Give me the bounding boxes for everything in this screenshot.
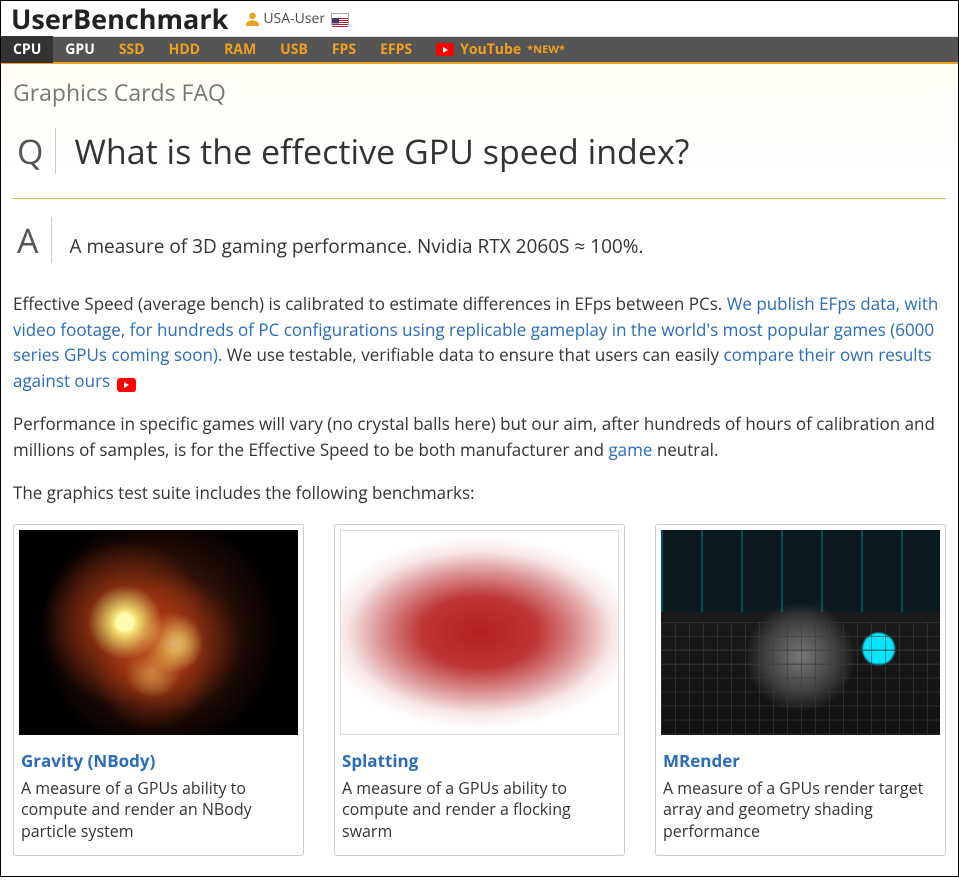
para2-pre: Performance in specific games will vary …: [13, 412, 935, 461]
answer-row: A A measure of 3D gaming performance. Nv…: [13, 207, 946, 273]
card-desc-mrender: A measure of a GPUs render target array …: [663, 778, 938, 843]
main-nav: CPU GPU SSD HDD RAM USB FPS EFPS YouTube…: [1, 37, 958, 64]
user-icon: [246, 12, 259, 26]
para2-post: neutral.: [652, 438, 718, 461]
site-title[interactable]: UserBenchmark: [11, 5, 228, 32]
nav-youtube-label: YouTube: [460, 36, 521, 63]
youtube-inline-icon[interactable]: [117, 378, 136, 392]
para1-mid: We use testable, verifiable data to ensu…: [222, 343, 723, 366]
answer-text: A measure of 3D gaming performance. Nvid…: [70, 233, 644, 259]
question-row: Q What is the effective GPU speed index?: [13, 118, 946, 184]
top-header: UserBenchmark USA-User: [1, 1, 958, 37]
youtube-icon: [436, 43, 454, 56]
card-splatting[interactable]: Splatting A measure of a GPUs ability to…: [334, 524, 625, 857]
card-desc-gravity: A measure of a GPUs ability to compute a…: [21, 778, 296, 843]
question-title: What is the effective GPU speed index?: [74, 132, 689, 171]
nav-item-cpu[interactable]: CPU: [1, 36, 53, 63]
para1-pre: Effective Speed (average bench) is calib…: [13, 292, 727, 315]
card-mrender[interactable]: MRender A measure of a GPUs render targe…: [655, 524, 946, 857]
thumb-mrender: [661, 530, 940, 735]
divider: [13, 198, 946, 199]
card-title-gravity[interactable]: Gravity (NBody): [21, 749, 296, 772]
breadcrumb[interactable]: Graphics Cards FAQ: [13, 76, 946, 108]
paragraph-1: Effective Speed (average bench) is calib…: [13, 291, 946, 393]
user-badge[interactable]: USA-User: [246, 9, 349, 28]
answer-letter: A: [13, 217, 52, 263]
nav-item-gpu[interactable]: GPU: [53, 36, 107, 63]
thumb-gravity: [19, 530, 298, 735]
nav-item-ram[interactable]: RAM: [212, 36, 268, 63]
nav-item-youtube[interactable]: YouTube *NEW*: [424, 36, 577, 63]
nav-item-ssd[interactable]: SSD: [107, 36, 157, 63]
nav-item-efps[interactable]: EFPS: [368, 36, 424, 63]
benchmark-cards: Gravity (NBody) A measure of a GPUs abil…: [13, 524, 946, 857]
card-title-mrender[interactable]: MRender: [663, 749, 938, 772]
usa-flag-icon: [331, 13, 349, 25]
card-desc-splatting: A measure of a GPUs ability to compute a…: [342, 778, 617, 843]
nav-item-usb[interactable]: USB: [268, 36, 320, 63]
nav-item-fps[interactable]: FPS: [320, 36, 368, 63]
nav-item-hdd[interactable]: HDD: [157, 36, 212, 63]
user-label: USA-User: [263, 9, 325, 28]
nav-youtube-new: *NEW*: [527, 36, 565, 63]
link-game[interactable]: game: [608, 438, 652, 461]
card-title-splatting[interactable]: Splatting: [342, 749, 617, 772]
suite-intro: The graphics test suite includes the fol…: [13, 480, 946, 506]
paragraph-2: Performance in specific games will vary …: [13, 411, 946, 462]
card-gravity[interactable]: Gravity (NBody) A measure of a GPUs abil…: [13, 524, 304, 857]
thumb-splatting: [340, 530, 619, 735]
page-body: Graphics Cards FAQ Q What is the effecti…: [1, 64, 958, 876]
question-letter: Q: [13, 128, 56, 174]
